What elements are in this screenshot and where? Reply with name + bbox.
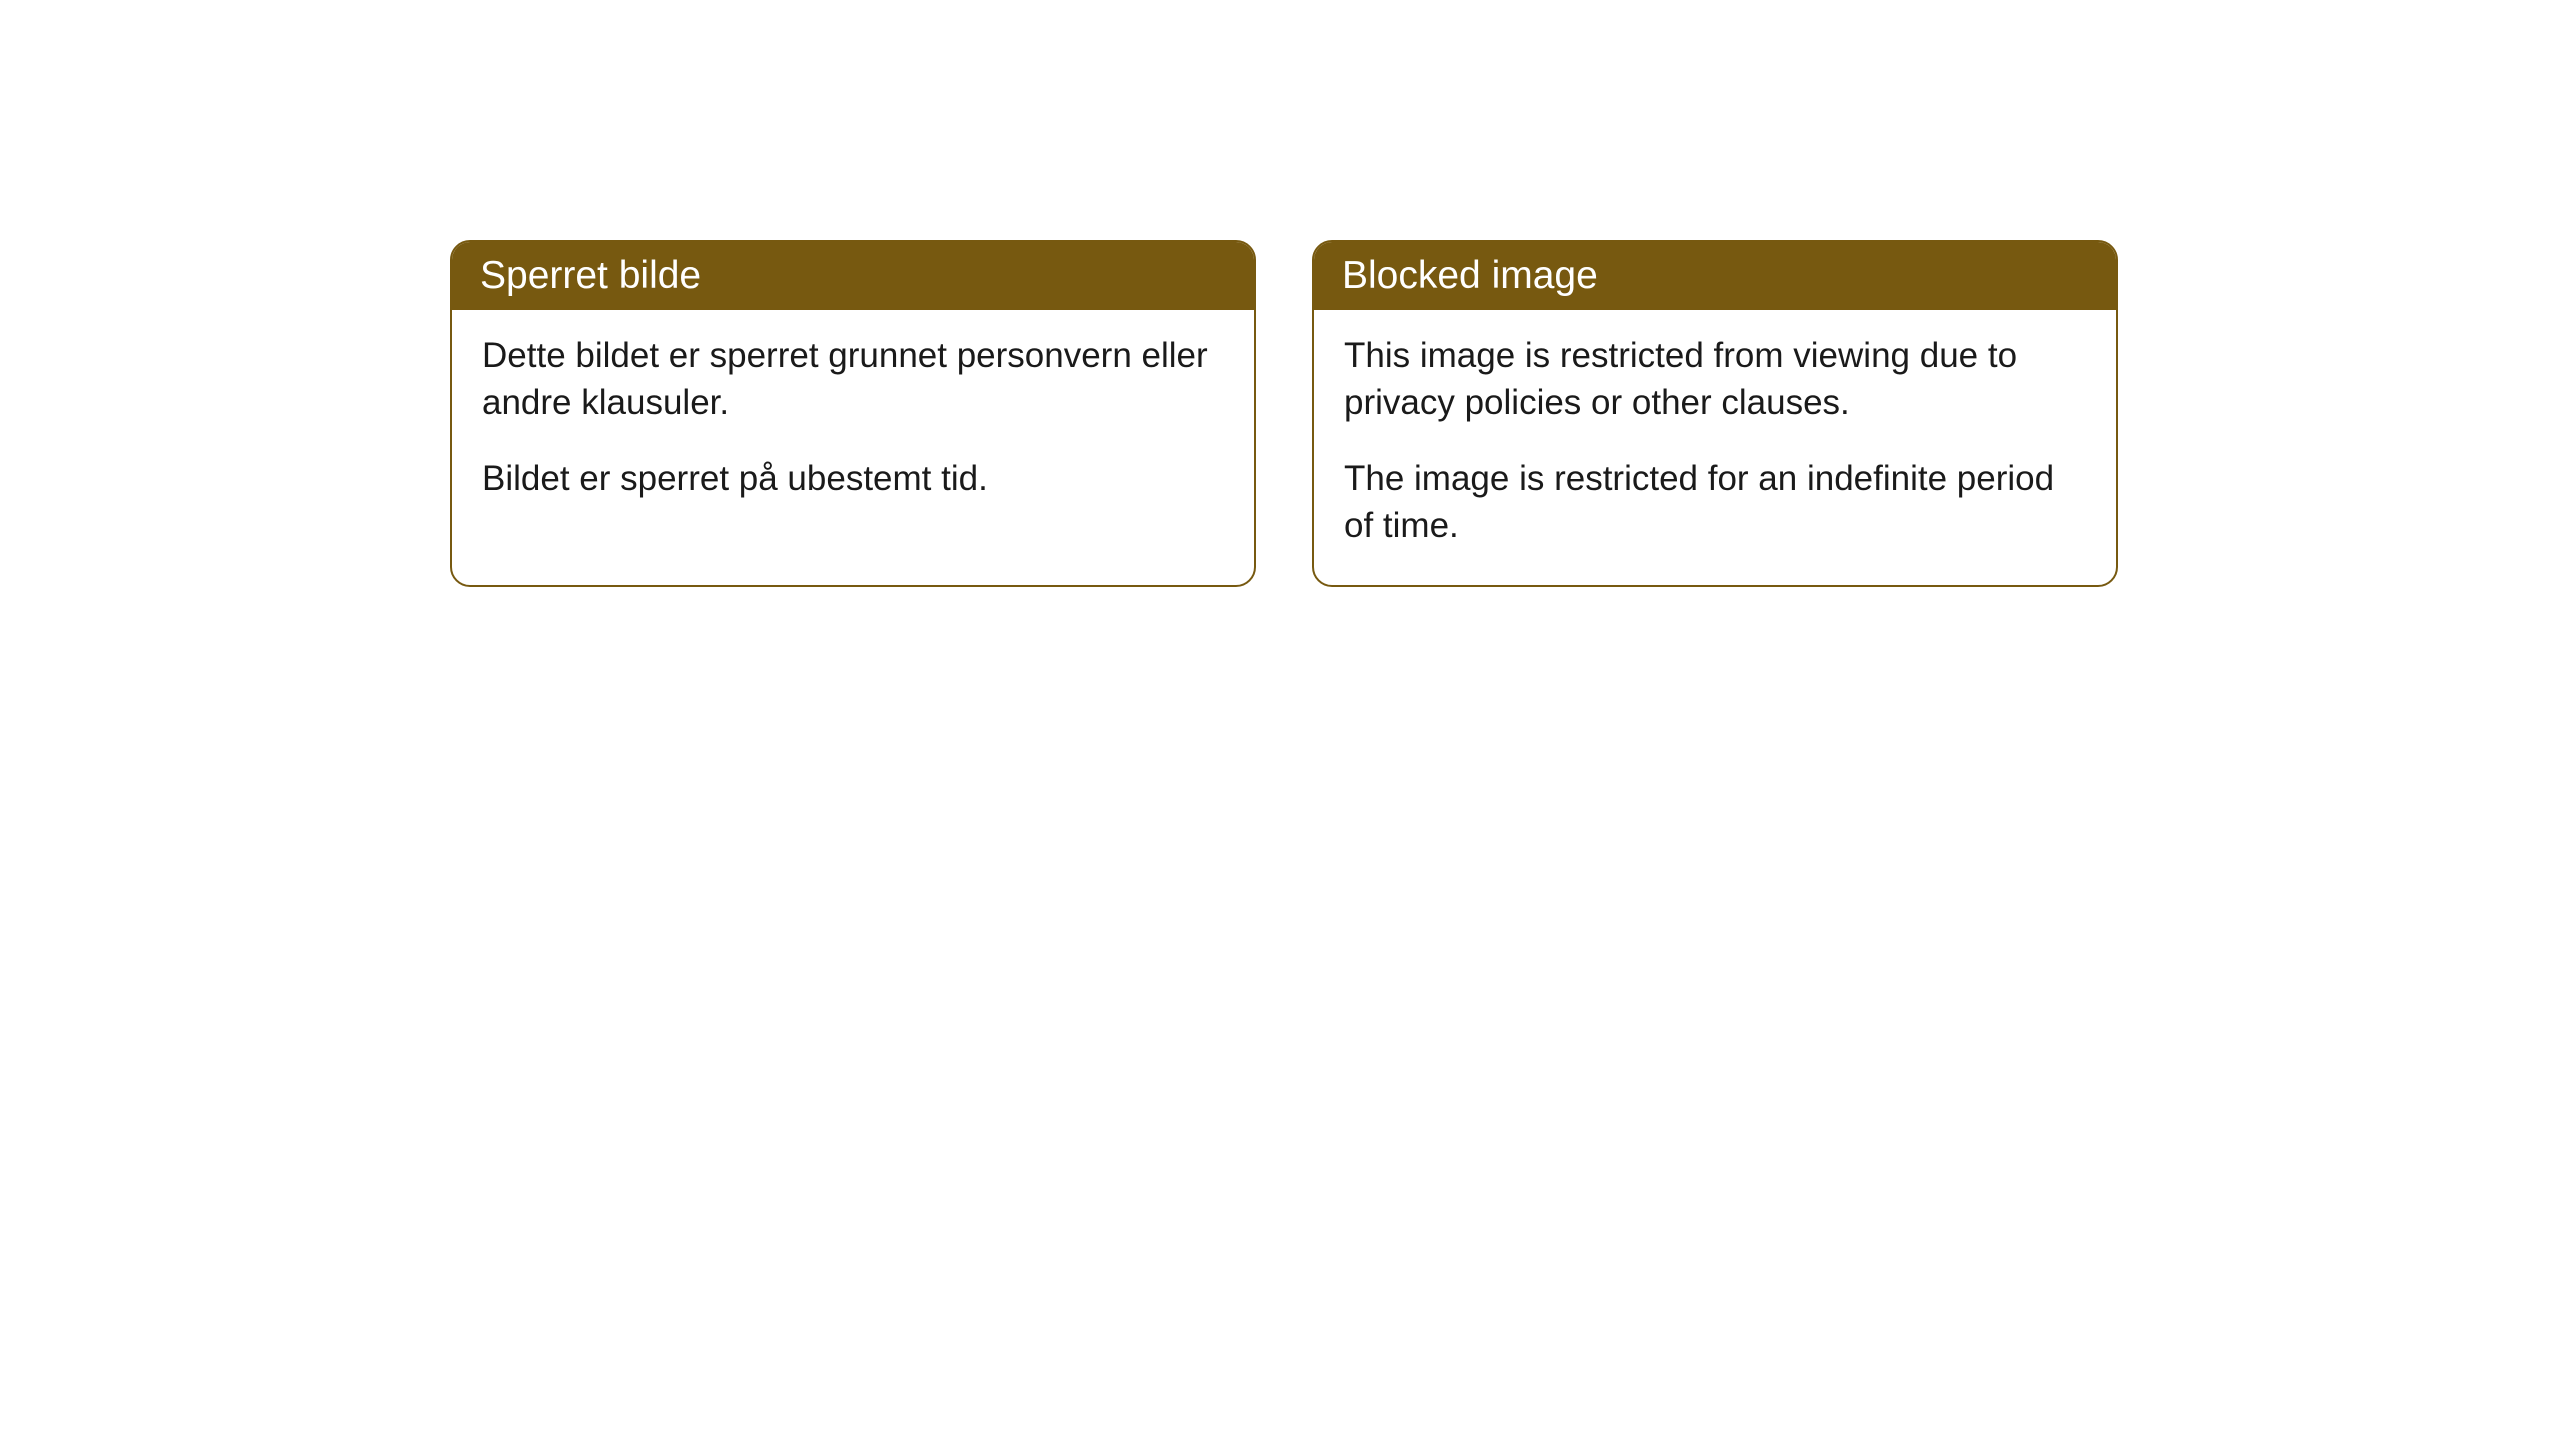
- notice-card-english: Blocked image This image is restricted f…: [1312, 240, 2118, 587]
- card-paragraph: Bildet er sperret på ubestemt tid.: [482, 455, 1224, 502]
- card-paragraph: The image is restricted for an indefinit…: [1344, 455, 2086, 550]
- card-header: Blocked image: [1314, 242, 2116, 310]
- notice-card-norwegian: Sperret bilde Dette bildet er sperret gr…: [450, 240, 1256, 587]
- card-paragraph: This image is restricted from viewing du…: [1344, 332, 2086, 427]
- card-body: Dette bildet er sperret grunnet personve…: [452, 310, 1254, 538]
- card-title: Sperret bilde: [480, 254, 701, 297]
- card-title: Blocked image: [1342, 254, 1598, 297]
- card-paragraph: Dette bildet er sperret grunnet personve…: [482, 332, 1224, 427]
- card-header: Sperret bilde: [452, 242, 1254, 310]
- cards-container: Sperret bilde Dette bildet er sperret gr…: [0, 0, 2560, 587]
- card-body: This image is restricted from viewing du…: [1314, 310, 2116, 585]
